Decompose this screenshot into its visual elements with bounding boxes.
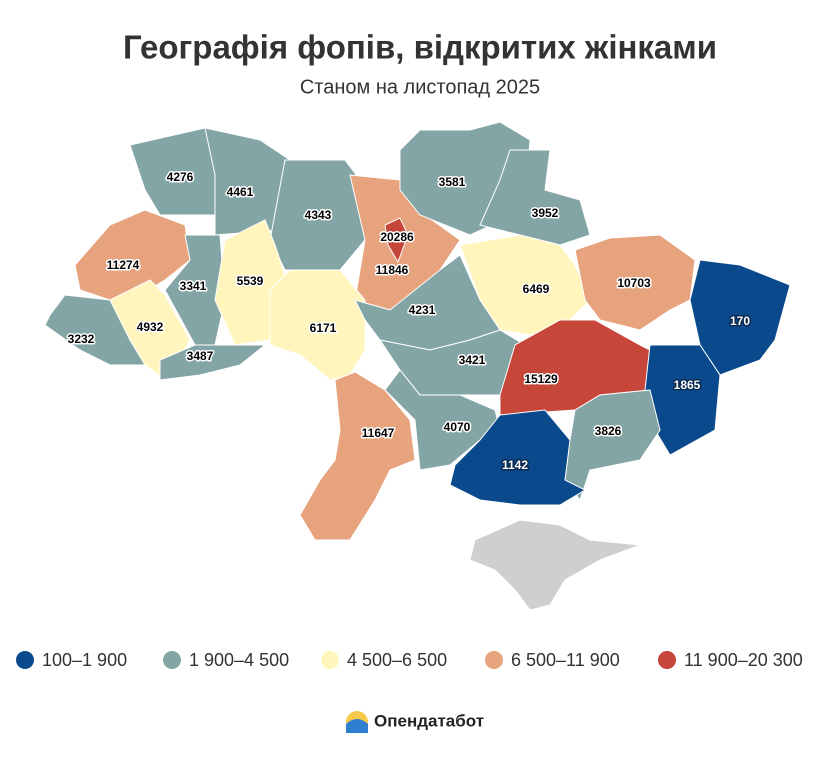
region-label: 4276 [167, 170, 194, 184]
legend-label: 4 500–6 500 [347, 650, 447, 670]
region-label: 3421 [459, 353, 486, 367]
region [689, 259, 791, 376]
legend-label: 1 900–4 500 [189, 650, 289, 670]
legend-swatch [321, 651, 339, 669]
region-label: 3952 [532, 206, 559, 220]
subtitle: Станом на листопад 2025 [300, 76, 540, 98]
region-label: 4461 [227, 185, 254, 199]
legend-label: 100–1 900 [42, 650, 127, 670]
region [574, 234, 696, 331]
region-label: 4932 [137, 320, 164, 334]
region-label: 4070 [444, 420, 471, 434]
region [159, 344, 267, 381]
legend-swatch [485, 651, 503, 669]
legend-swatch [658, 651, 676, 669]
region [269, 269, 366, 381]
brand-logo: Опендатабот [346, 711, 484, 733]
region-label: 11846 [376, 263, 409, 277]
region-label: 4343 [305, 208, 332, 222]
region-label: 1142 [502, 458, 528, 472]
region-label: 4231 [409, 303, 436, 317]
region-label: 6171 [310, 321, 337, 335]
region-label: 1865 [674, 378, 701, 392]
region-label: 11274 [107, 258, 140, 272]
legend-label: 6 500–11 900 [511, 650, 620, 670]
region [299, 371, 416, 541]
region-label: 11647 [362, 426, 395, 440]
region [384, 217, 409, 264]
region [449, 409, 587, 506]
region-label: 3341 [180, 279, 207, 293]
region [44, 294, 146, 366]
brand: Опендатабот [374, 711, 484, 730]
region-label: 6469 [523, 282, 550, 296]
region [644, 344, 721, 456]
region-label: 3826 [595, 424, 622, 438]
region-label: 15129 [524, 372, 558, 386]
regions [44, 121, 791, 611]
crimea [469, 519, 641, 611]
logo-wave [346, 719, 368, 733]
legend-swatch [16, 651, 34, 669]
region-label: 5539 [237, 274, 264, 288]
legend-label: 11 900–20 300 [684, 650, 803, 670]
legend: 100–1 900 1 900–4 500 4 500–6 500 6 500–11 … [16, 650, 803, 670]
region-label: 170 [730, 314, 750, 328]
region [74, 209, 191, 301]
region-label: 3487 [187, 349, 214, 363]
region-labels: 4276 4461 4343 20286 11846 3581 3952 11274 3341 5… [66, 169, 752, 474]
region-label: 3581 [439, 175, 466, 189]
legend-swatch [163, 651, 181, 669]
region [479, 149, 591, 246]
region-label: 10703 [617, 276, 651, 290]
title: Географія фопів, відкритих жінками [123, 29, 717, 66]
region-label: 20286 [380, 230, 414, 244]
region-label: 3232 [68, 332, 95, 346]
